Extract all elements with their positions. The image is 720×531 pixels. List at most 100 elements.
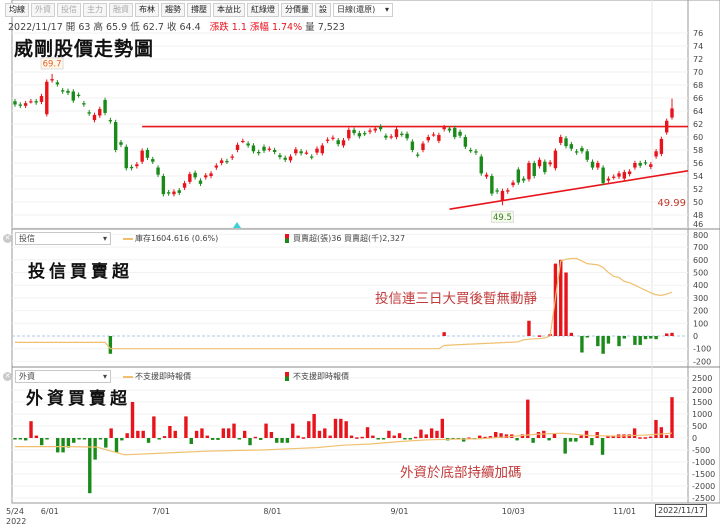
open-value: 63 [78, 22, 91, 33]
support-trendline [449, 170, 689, 210]
close-label: 收 [166, 22, 177, 33]
legend-text: 不支援即時報價 [135, 372, 191, 381]
panel3-bar [285, 438, 290, 443]
panel3-bar [600, 438, 605, 455]
candle [230, 156, 234, 158]
panel2-indicator-select[interactable]: 投信 ▾ [15, 232, 111, 245]
panel3-bar [387, 430, 391, 438]
panel3-bar [397, 433, 402, 438]
candle [76, 94, 81, 96]
panel3-bar [365, 427, 370, 438]
candle [145, 150, 150, 158]
date-tick-label: 11/01 [613, 507, 636, 516]
panel3-bar [584, 430, 589, 438]
panel3-bar [632, 428, 637, 438]
candle [638, 163, 642, 166]
panel3-header: ✕ 外資 ▾ 不支援即時報價 不支援即時報價 [3, 370, 349, 383]
panel3-bar [547, 438, 551, 441]
panel2-bar [585, 336, 589, 338]
toolbar-button-6[interactable]: 趨勢 [161, 3, 185, 17]
candle [315, 148, 319, 153]
price-tick-label: 60 [693, 133, 703, 142]
toolbar-button-8[interactable]: 本益比 [213, 3, 245, 17]
panel3-bar [152, 416, 156, 438]
candle [124, 146, 128, 169]
bar-swatch-icon [285, 372, 289, 381]
panel3-bar [419, 429, 423, 438]
panel3-bar [162, 436, 167, 438]
panel3-bar [344, 421, 348, 438]
candle [601, 167, 605, 184]
candle [431, 134, 436, 136]
date-tick-label: 8/01 [263, 507, 281, 516]
toolbar-button-4[interactable]: 融資 [109, 3, 133, 17]
select-value: 日線(還原) [337, 5, 376, 14]
price-extreme-label-box [40, 57, 64, 70]
toolbar-button-1[interactable]: 外資 [31, 3, 55, 17]
open-label: 開 [65, 22, 76, 33]
panel3-tick-label: -500 [692, 446, 710, 455]
toolbar-button-2[interactable]: 投信 [57, 3, 81, 17]
period-select[interactable]: 日線(還原) ▾ [333, 3, 393, 17]
close-icon[interactable]: ✕ [3, 234, 12, 243]
candle [188, 174, 192, 182]
panel3-holding-line [15, 432, 673, 456]
candle [633, 163, 637, 168]
panel2-bar [564, 272, 568, 336]
panel3-bar [424, 434, 428, 438]
candle [617, 173, 621, 177]
candle [606, 178, 611, 181]
candle [288, 156, 293, 161]
toolbar-button-9[interactable]: 紅綠燈 [247, 3, 279, 17]
panel3-bar [216, 438, 220, 440]
candle [627, 171, 632, 175]
candle [569, 144, 574, 149]
panel3-bar [638, 437, 642, 439]
candle [129, 166, 134, 169]
panel3-bar [280, 438, 284, 443]
toolbar-button-3[interactable]: 主力 [83, 3, 107, 17]
panel3-bar [269, 432, 274, 438]
toolbar-button-11[interactable]: 設 [315, 3, 331, 17]
candle [442, 127, 446, 130]
panel3-bar [494, 432, 498, 438]
panel2-bar [670, 332, 674, 336]
candle [474, 151, 478, 153]
price-tick-label: 46 [693, 220, 703, 229]
panel3-bar [376, 438, 380, 440]
toolbar-button-7[interactable]: 撐壓 [187, 3, 211, 17]
panel3-bar [552, 433, 557, 438]
candle [304, 152, 309, 154]
candle [267, 148, 272, 150]
panel3-bar [563, 438, 567, 454]
panel3-bar [23, 438, 28, 441]
close-icon[interactable]: ✕ [3, 372, 12, 381]
candle [453, 127, 457, 137]
panel2-tick-label: 100 [693, 319, 708, 328]
panel3-bar [93, 438, 97, 460]
chevron-down-icon: ▾ [384, 5, 389, 14]
panel2-bar [633, 336, 637, 345]
panel3-tick-label: 2000 [692, 386, 712, 395]
panel3-bar [34, 435, 39, 438]
price-tick-label: 64 [693, 107, 703, 116]
candle [119, 142, 123, 145]
candle [66, 90, 70, 93]
toolbar-button-0[interactable]: 均線 [5, 3, 29, 17]
quote-date: 2022/11/17 [8, 22, 63, 33]
panel2-bar [537, 335, 542, 337]
candle [204, 175, 208, 178]
candle [39, 96, 44, 102]
panel3-bar [194, 430, 199, 438]
panel3-indicator-select[interactable]: 外資 ▾ [15, 370, 111, 383]
panel3-tick-label: 1500 [692, 398, 712, 407]
panel2-header: ✕ 投信 ▾ 庫存1604.616 (0.6%) 買賣超(張)36 買賣超(千)2… [3, 232, 405, 245]
panel3-bar [141, 430, 145, 438]
toolbar-button-5[interactable]: 布林 [135, 3, 159, 17]
pct-label: 漲幅 [249, 22, 269, 33]
candle [559, 137, 563, 143]
toolbar-button-10[interactable]: 分價量 [281, 3, 313, 17]
candle [310, 156, 314, 158]
panel3-bar [339, 418, 343, 438]
